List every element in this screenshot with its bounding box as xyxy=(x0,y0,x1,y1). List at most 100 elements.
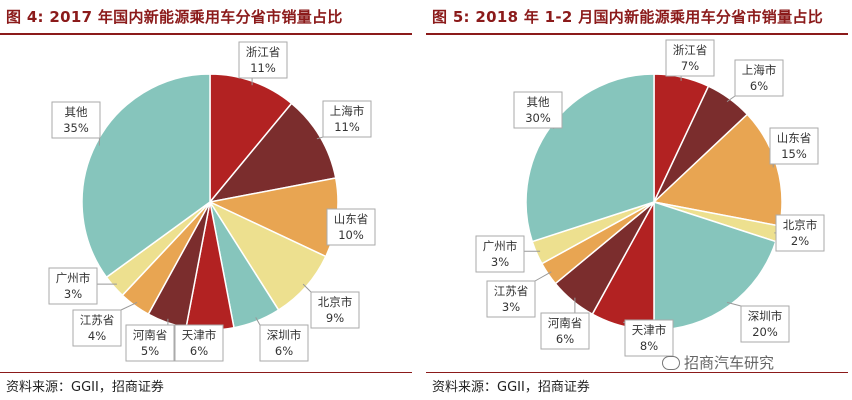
slice-label: 北京市 9% xyxy=(310,291,360,329)
slice-name: 深圳市 xyxy=(267,328,302,342)
slice-label: 浙江省 11% xyxy=(238,41,288,79)
slice-label: 天津市 6% xyxy=(174,324,224,362)
slice-value: 8% xyxy=(640,339,658,353)
slice-label: 上海市 11% xyxy=(322,100,372,138)
slice-value: 3% xyxy=(491,255,509,269)
slice-label: 河南省 5% xyxy=(125,324,175,362)
slice-label: 山东省 15% xyxy=(769,127,819,165)
label-box xyxy=(734,59,784,97)
slice-name: 天津市 xyxy=(182,328,217,342)
title-divider xyxy=(426,33,848,35)
label-box xyxy=(740,305,790,343)
slice-name: 江苏省 xyxy=(494,284,529,298)
slice-label: 其他 35% xyxy=(51,101,101,139)
label-box xyxy=(259,324,309,362)
label-box xyxy=(475,235,525,273)
slice-label: 北京市 2% xyxy=(775,214,825,252)
slice-label: 广州市 3% xyxy=(48,267,98,305)
slice-name: 江苏省 xyxy=(80,313,115,327)
slice-value: 9% xyxy=(326,311,344,325)
slice-name: 浙江省 xyxy=(246,45,281,59)
slice-name: 北京市 xyxy=(783,218,818,232)
slice-value: 2% xyxy=(791,234,809,248)
label-box xyxy=(624,319,674,357)
slice-name: 广州市 xyxy=(483,239,518,253)
label-box xyxy=(310,291,360,329)
slice-label: 江苏省 3% xyxy=(486,280,536,318)
wechat-icon xyxy=(662,356,680,370)
leader-line xyxy=(316,136,324,140)
slice-label: 深圳市 6% xyxy=(259,324,309,362)
slice-value: 20% xyxy=(752,325,778,339)
slice-label: 深圳市 20% xyxy=(740,305,790,343)
slices xyxy=(81,73,339,331)
label-box xyxy=(540,312,590,350)
slice-value: 11% xyxy=(334,120,360,134)
title-divider xyxy=(0,33,412,35)
slice-label: 河南省 6% xyxy=(540,312,590,350)
chart-panel-2018: 图 5: 2018 年 1-2 月国内新能源乘用车分省市销量占比 浙江省 7% 上海… xyxy=(426,0,852,400)
slice-name: 山东省 xyxy=(334,212,369,226)
label-box xyxy=(72,309,122,347)
leader-lines xyxy=(524,76,776,323)
watermark-text: 招商汽车研究 xyxy=(684,354,775,372)
source-note: 资料来源：GGII，招商证券 xyxy=(432,380,590,395)
slice-value: 3% xyxy=(64,287,82,301)
pie-slice xyxy=(81,73,211,279)
slice-label: 浙江省 7% xyxy=(665,39,715,77)
label-box xyxy=(238,41,288,79)
label-box xyxy=(322,100,372,138)
label-box xyxy=(486,280,536,318)
slices xyxy=(525,73,783,331)
slice-name: 天津市 xyxy=(632,323,667,337)
label-box xyxy=(51,101,101,139)
slice-label: 广州市 3% xyxy=(475,235,525,273)
pie-chart: 浙江省 7% 上海市 6% 山东省 15% 北京市 2% 深圳市 20% 天津市 8% 河南省 6% 江苏省… xyxy=(475,39,825,357)
pie-slice xyxy=(209,73,293,205)
label-box xyxy=(326,208,376,246)
slice-name: 山东省 xyxy=(777,131,812,145)
source-divider xyxy=(0,372,412,373)
pie-chart: 浙江省 11% 上海市 11% 山东省 10% 北京市 9% 深圳市 6% 天津市 6% 河南省 5% 江苏… xyxy=(48,41,376,362)
slice-value: 6% xyxy=(750,79,768,93)
leader-lines xyxy=(97,78,324,326)
leader-line xyxy=(534,271,552,282)
slice-value: 7% xyxy=(681,59,699,73)
leader-line xyxy=(726,301,742,307)
slice-value: 5% xyxy=(141,344,159,358)
slice-value: 3% xyxy=(502,300,520,314)
watermark: 招商汽车研究 xyxy=(662,352,774,373)
leader-line xyxy=(726,95,736,103)
slice-value: 11% xyxy=(250,61,276,75)
slice-value: 6% xyxy=(190,344,208,358)
label-box xyxy=(769,127,819,165)
slice-value: 4% xyxy=(88,329,106,343)
slice-name: 河南省 xyxy=(133,328,168,342)
slice-name: 深圳市 xyxy=(748,309,783,323)
slice-name: 北京市 xyxy=(318,295,353,309)
slice-name: 其他 xyxy=(65,105,88,119)
slice-label: 其他 30% xyxy=(513,91,563,129)
label-box xyxy=(513,91,563,129)
label-box xyxy=(48,267,98,305)
slice-name: 上海市 xyxy=(742,63,777,77)
chart-panel-2017: 图 4: 2017 年国内新能源乘用车分省市销量占比 浙江省 11% 上海市 11% 山… xyxy=(0,0,416,400)
leader-line xyxy=(302,283,312,293)
pie-slice xyxy=(208,102,337,204)
label-box xyxy=(775,214,825,252)
chart-title: 图 4: 2017 年国内新能源乘用车分省市销量占比 xyxy=(6,8,343,26)
slice-value: 30% xyxy=(525,111,551,125)
label-box xyxy=(174,324,224,362)
label-box xyxy=(125,324,175,362)
slice-label: 山东省 10% xyxy=(326,208,376,246)
leader-line xyxy=(120,301,138,311)
source-divider xyxy=(426,372,848,373)
slice-name: 上海市 xyxy=(330,104,365,118)
leader-line xyxy=(255,317,261,326)
slice-label: 江苏省 4% xyxy=(72,309,122,347)
slice-name: 河南省 xyxy=(548,316,583,330)
slice-value: 10% xyxy=(338,228,364,242)
chart-title: 图 5: 2018 年 1-2 月国内新能源乘用车分省市销量占比 xyxy=(432,8,823,26)
slice-name: 浙江省 xyxy=(673,43,708,57)
slice-value: 35% xyxy=(63,121,89,135)
